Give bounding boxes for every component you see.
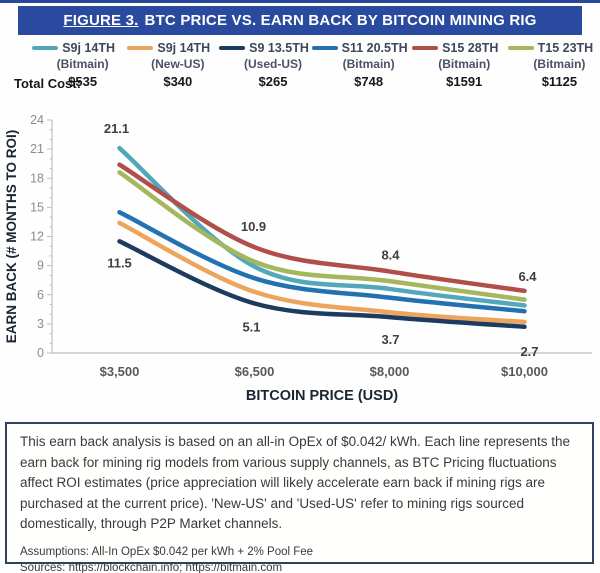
data-label: 6.4 — [518, 269, 537, 284]
series-line-2 — [117, 220, 527, 325]
series-line-swatch — [32, 46, 59, 50]
series-line-swatch — [311, 46, 338, 50]
series-name: S11 20.5TH — [341, 41, 408, 55]
series-total-cost: $748 — [354, 74, 384, 89]
series-subtitle: (Bitmain) — [342, 57, 395, 71]
y-tick-label: 9 — [37, 259, 44, 273]
legend-item-6: T15 23TH (Bitmain) $1125 — [503, 41, 598, 89]
data-label: 11.5 — [107, 255, 132, 270]
series-line-3 — [117, 239, 527, 330]
total-cost-label: Total Cost: — [14, 76, 81, 91]
series-subtitle: (Used-US) — [244, 57, 303, 71]
x-tick-label: $8,000 — [370, 364, 410, 379]
top-border — [0, 0, 600, 3]
data-label: 8.4 — [381, 247, 400, 262]
legend-item-3: S9 13.5TH (Used-US) $265 — [216, 41, 311, 89]
series-name: S9j 14TH — [157, 41, 211, 55]
footnote-box: This earn back analysis is based on an a… — [5, 422, 594, 573]
data-label: 5.1 — [242, 319, 260, 334]
y-tick-label: 24 — [30, 113, 44, 127]
x-axis-title: BITCOIN PRICE (USD) — [246, 388, 398, 404]
figure-number: FIGURE 3. — [63, 12, 139, 29]
series-line-5 — [117, 162, 527, 294]
y-tick-label: 18 — [30, 171, 44, 185]
data-label: 3.7 — [381, 332, 399, 347]
series-line-swatch — [507, 46, 534, 50]
figure-title: BTC PRICE VS. EARN BACK BY BITCOIN MININ… — [144, 12, 537, 29]
series-total-cost: $535 — [68, 74, 98, 89]
y-tick-label: 15 — [30, 200, 44, 214]
x-tick-label: $6,500 — [235, 364, 275, 379]
assumptions-text: Assumptions: All-In OpEx $0.042 per kWh … — [20, 545, 314, 558]
y-axis-title: EARN BACK (# MONTHS TO ROI) — [4, 130, 19, 344]
series-line-swatch — [412, 46, 439, 50]
figure-title-bar: FIGURE 3. BTC PRICE VS. EARN BACK BY BIT… — [18, 6, 582, 35]
y-tick-label: 3 — [37, 317, 44, 331]
legend-item-4: S11 20.5TH (Bitmain) $748 — [311, 41, 408, 89]
series-subtitle: (New-US) — [151, 57, 205, 71]
y-tick-label: 0 — [37, 346, 44, 360]
series-total-cost: $1591 — [446, 74, 483, 89]
x-tick-label: $3,500 — [100, 364, 140, 379]
legend-item-5: S15 28TH (Bitmain) $1591 — [408, 41, 503, 89]
series-line-swatch — [219, 46, 246, 50]
series-line-4 — [117, 209, 527, 314]
series-subtitle: (Bitmain) — [56, 57, 109, 71]
sources-text: Sources: https://blockchain.info; https:… — [20, 561, 283, 573]
chart-legend: S9j 14TH (Bitmain) $535 S9j 14TH (New-US) $34… — [26, 41, 598, 89]
series-name: S9j 14TH — [62, 41, 115, 55]
series-line-6 — [117, 170, 527, 302]
series-name: T15 23TH — [537, 41, 594, 55]
series-line-swatch — [127, 46, 154, 50]
y-tick-label: 6 — [37, 288, 44, 302]
data-label: 2.7 — [520, 344, 538, 359]
series-total-cost: $340 — [163, 74, 193, 89]
x-tick-label: $10,000 — [501, 364, 548, 379]
y-tick-label: 12 — [30, 230, 44, 244]
data-label: 10.9 — [241, 219, 266, 234]
series-total-cost: $1125 — [541, 74, 578, 89]
legend-item-1: S9j 14TH (Bitmain) $535 — [26, 41, 121, 89]
y-tick-label: 21 — [30, 142, 44, 156]
footnote-paragraph: This earn back analysis is based on an a… — [20, 434, 571, 531]
series-subtitle: (Bitmain) — [533, 57, 586, 71]
data-label: 21.1 — [104, 121, 129, 136]
series-total-cost: $265 — [258, 74, 288, 89]
series-name: S9 13.5TH — [249, 41, 309, 55]
series-subtitle: (Bitmain) — [438, 57, 491, 71]
line-chart: 0 3 6 9 12 15 18 21 24 $3,500 $6,500 $8,000 $10,000 B… — [4, 113, 592, 404]
series-name: S15 28TH — [442, 41, 499, 55]
legend-item-2: S9j 14TH (New-US) $340 — [121, 41, 216, 89]
